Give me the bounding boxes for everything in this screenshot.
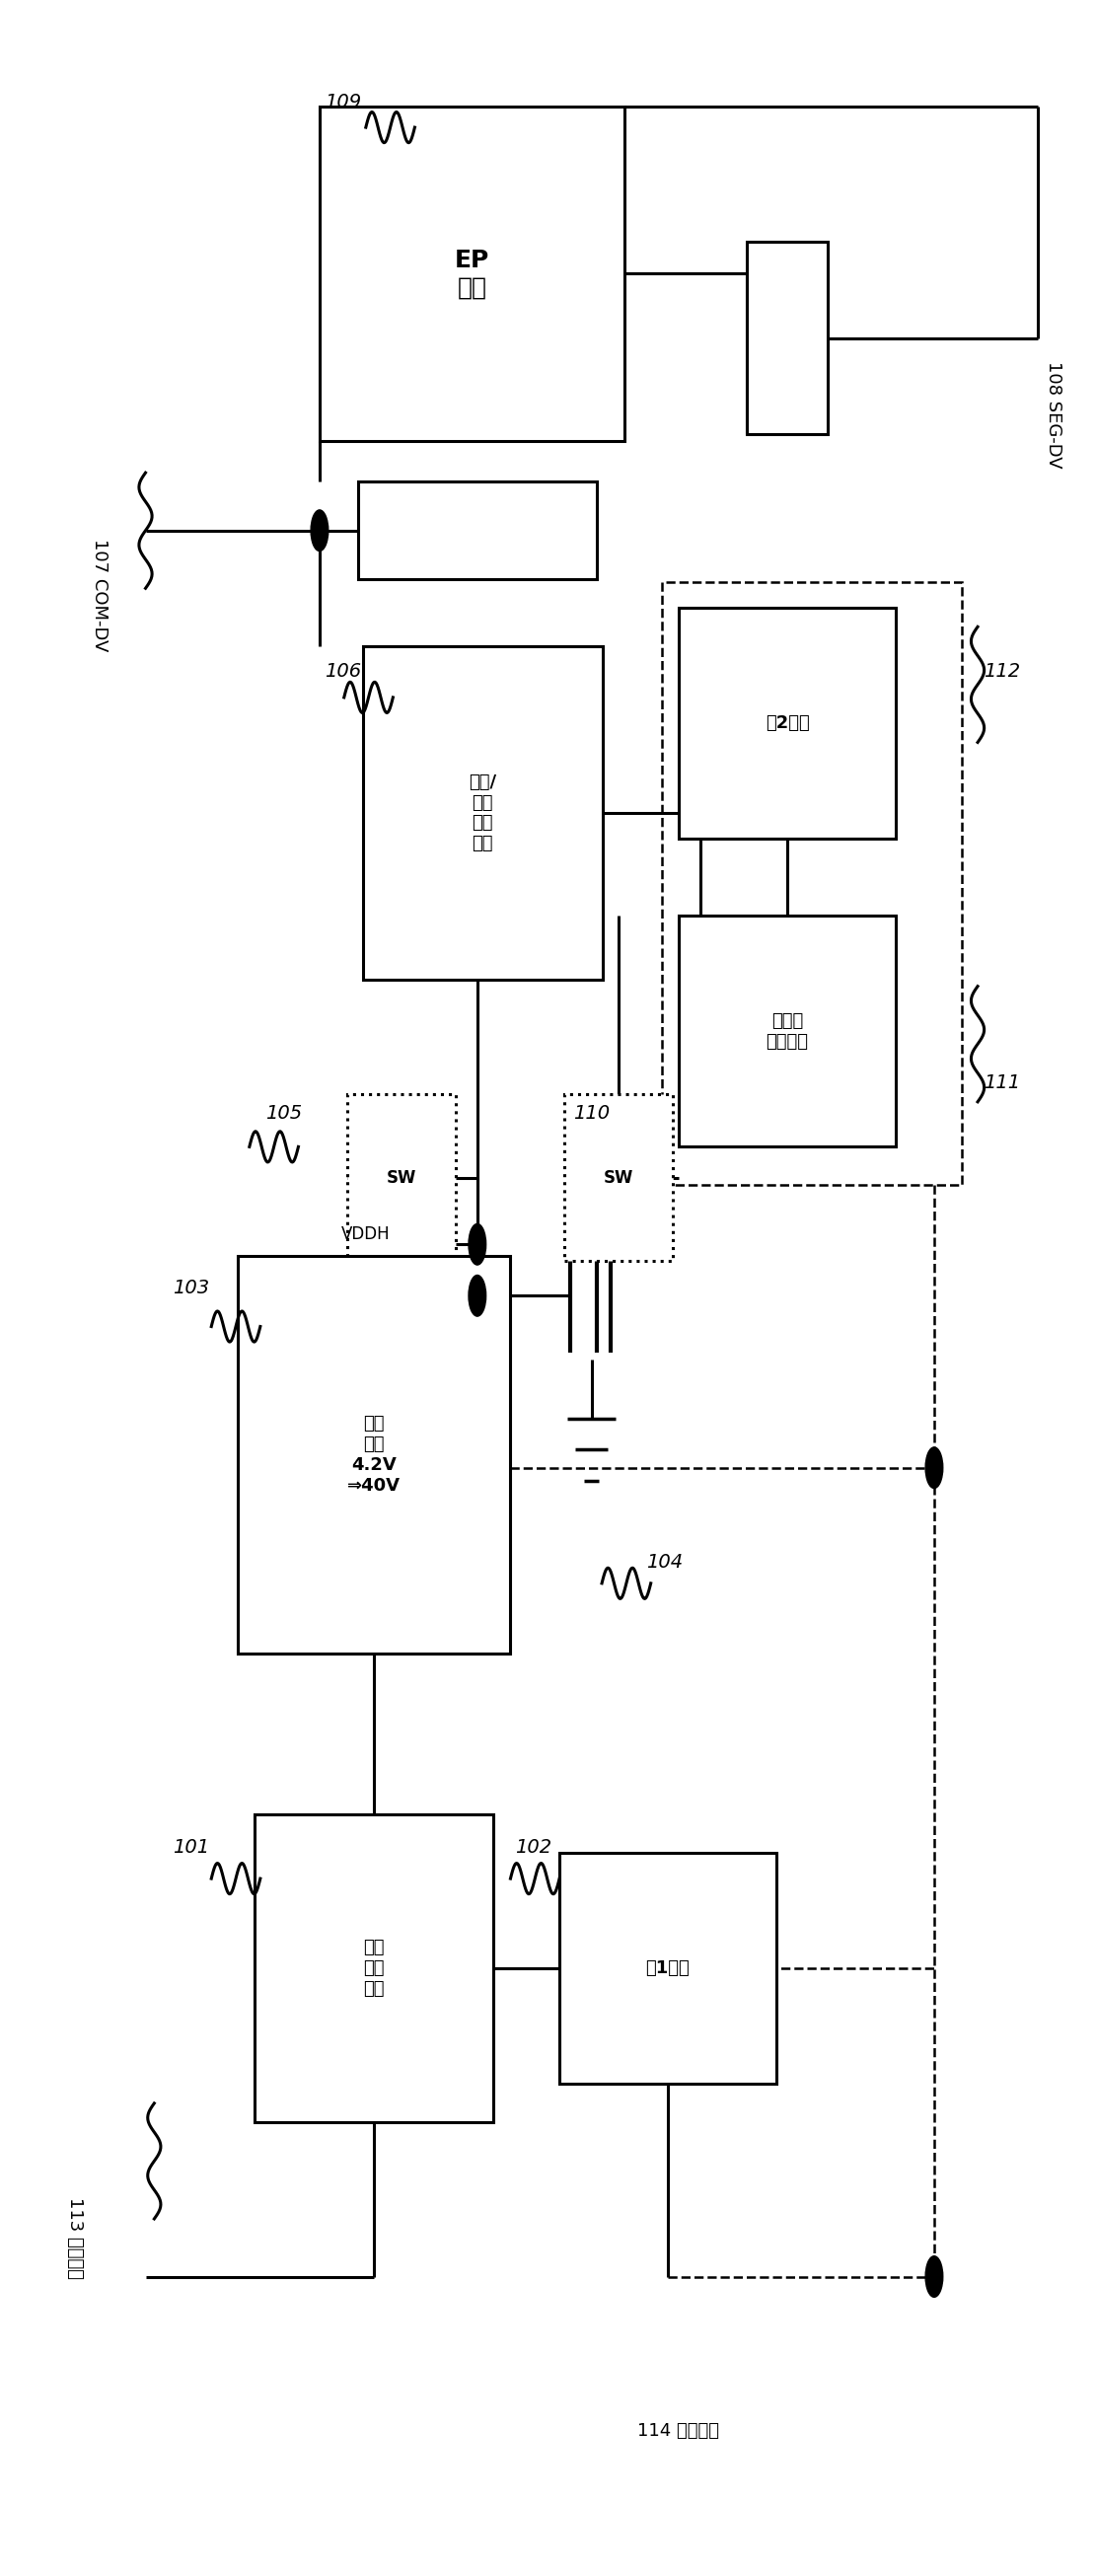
- Text: 107 COM-DV: 107 COM-DV: [91, 538, 109, 652]
- Text: 升压
电路
4.2V
⇒40V: 升压 电路 4.2V ⇒40V: [347, 1414, 401, 1494]
- Text: 分压/
电压
设定
电路: 分压/ 电压 设定 电路: [469, 773, 496, 853]
- Bar: [346, 1095, 456, 1262]
- Text: 第2电池: 第2电池: [765, 714, 809, 732]
- Text: 104: 104: [646, 1553, 683, 1571]
- Text: VDDH: VDDH: [341, 1226, 390, 1244]
- Text: 113 外部电源: 113 外部电源: [66, 2197, 83, 2280]
- Bar: [363, 647, 603, 979]
- Bar: [662, 582, 961, 1185]
- Bar: [564, 1095, 673, 1262]
- Text: 106: 106: [326, 662, 362, 680]
- Bar: [357, 482, 597, 580]
- Circle shape: [311, 510, 329, 551]
- Bar: [559, 1852, 776, 2084]
- Bar: [254, 1814, 493, 2123]
- Text: 充电
控制
电路: 充电 控制 电路: [364, 1940, 385, 1999]
- Circle shape: [925, 2257, 943, 2298]
- Text: 102: 102: [515, 1839, 552, 1857]
- Text: 112: 112: [983, 662, 1019, 680]
- Text: 105: 105: [265, 1105, 301, 1123]
- Bar: [746, 242, 829, 435]
- Text: 111: 111: [983, 1074, 1019, 1092]
- Text: SW: SW: [604, 1170, 633, 1188]
- Text: 第1电池: 第1电池: [646, 1960, 689, 1978]
- Text: 101: 101: [173, 1839, 209, 1857]
- Circle shape: [469, 1275, 486, 1316]
- Text: 充放电
控制电路: 充放电 控制电路: [766, 1012, 809, 1051]
- Circle shape: [469, 1224, 486, 1265]
- Bar: [238, 1257, 510, 1654]
- Circle shape: [925, 1448, 943, 1489]
- Bar: [320, 106, 624, 440]
- Text: 114 控制信号: 114 控制信号: [638, 2421, 719, 2439]
- Text: SW: SW: [386, 1170, 416, 1188]
- Text: 110: 110: [573, 1105, 609, 1123]
- Bar: [678, 608, 897, 840]
- Bar: [678, 914, 897, 1146]
- Text: 103: 103: [173, 1278, 209, 1298]
- Text: 109: 109: [326, 93, 362, 111]
- Text: 108 SEG-DV: 108 SEG-DV: [1044, 361, 1063, 469]
- Text: EP
面板: EP 面板: [455, 247, 489, 299]
